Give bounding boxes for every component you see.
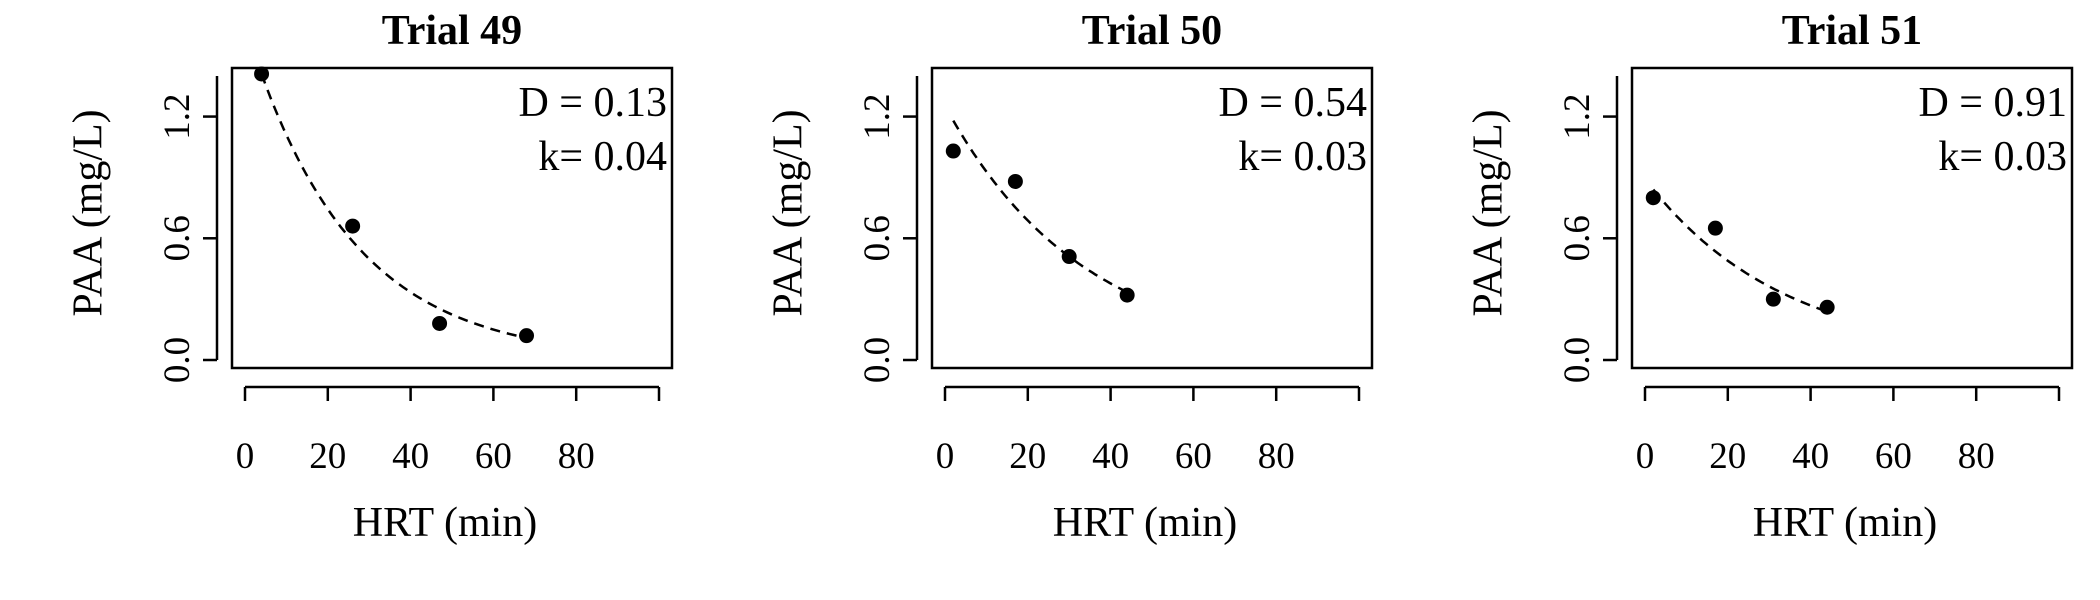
x-tick-label: 80 [558,436,595,477]
x-tick-label: 40 [1792,436,1829,477]
annotation-d: D = 0.91 [1918,80,2067,126]
data-point [1007,173,1023,189]
x-tick-label: 60 [475,436,512,477]
fit-curve [952,119,1128,294]
y-tick-label: 0.0 [857,337,898,383]
data-point [432,315,448,331]
x-axis-label: HRT (min) [1753,500,1938,546]
data-point [1645,190,1661,206]
y-axis-label: PAA (mg/L) [66,109,112,316]
y-axis-label: PAA (mg/L) [1466,109,1512,316]
x-tick-label: 60 [1875,436,1912,477]
annotation-k: k= 0.03 [1238,134,1367,180]
y-tick-label: 1.2 [157,93,198,139]
data-point [1819,299,1835,315]
plot-frame [230,66,674,370]
y-tick-label: 1.2 [857,93,898,139]
y-tick-label: 0.6 [1557,215,1598,261]
annotation-k: k= 0.03 [1938,134,2067,180]
data-point [1765,291,1781,307]
panel-3: Trial 51 0.0 0.6 1.2 0 20 40 60 80 HRT (min) PAA (… [1466,8,2074,546]
data-point [345,218,361,234]
x-tick-label: 20 [1009,436,1046,477]
x-tick-label: 40 [1092,436,1129,477]
x-axis-label: HRT (min) [353,500,538,546]
x-tick-label: 20 [309,436,346,477]
y-tick-label: 0.6 [157,215,198,261]
panel-2: Trial 50 0.0 0.6 1.2 0 20 40 60 80 HRT (min) PAA (… [766,8,1374,546]
y-tick-label: 0.0 [1557,337,1598,383]
x-tick-label: 0 [936,436,955,477]
x-tick-label: 0 [236,436,255,477]
x-tick-label: 60 [1175,436,1212,477]
y-tick-label: 0.6 [857,215,898,261]
chart-title: Trial 51 [1782,8,1922,54]
data-point [1061,249,1077,265]
data-point [519,328,535,344]
annotation-d: D = 0.13 [518,80,667,126]
x-axis-label: HRT (min) [1053,500,1238,546]
fit-curve [1652,188,1828,313]
annotation-k: k= 0.04 [538,134,667,180]
fit-curve [260,73,527,340]
y-axis-label: PAA (mg/L) [766,109,812,316]
x-tick-label: 80 [1958,436,1995,477]
x-tick-label: 0 [1636,436,1655,477]
x-tick-label: 20 [1709,436,1746,477]
panels: Trial 49 0.0 0.6 1.2 0 20 40 60 80 HRT (min) PAA (… [66,8,2074,546]
data-point [1119,287,1135,303]
x-tick-label: 80 [1258,436,1295,477]
y-tick-label: 1.2 [1557,93,1598,139]
y-tick-label: 0.0 [157,337,198,383]
plot-frame [1630,66,2074,370]
plot-frame [930,66,1374,370]
panel-1: Trial 49 0.0 0.6 1.2 0 20 40 60 80 HRT (min) PAA (… [66,8,674,546]
chart-title: Trial 50 [1082,8,1222,54]
data-point [1707,220,1723,236]
x-tick-label: 40 [392,436,429,477]
data-point [945,143,961,159]
chart-title: Trial 49 [382,8,522,54]
data-point [254,66,270,82]
annotation-d: D = 0.54 [1218,80,1367,126]
